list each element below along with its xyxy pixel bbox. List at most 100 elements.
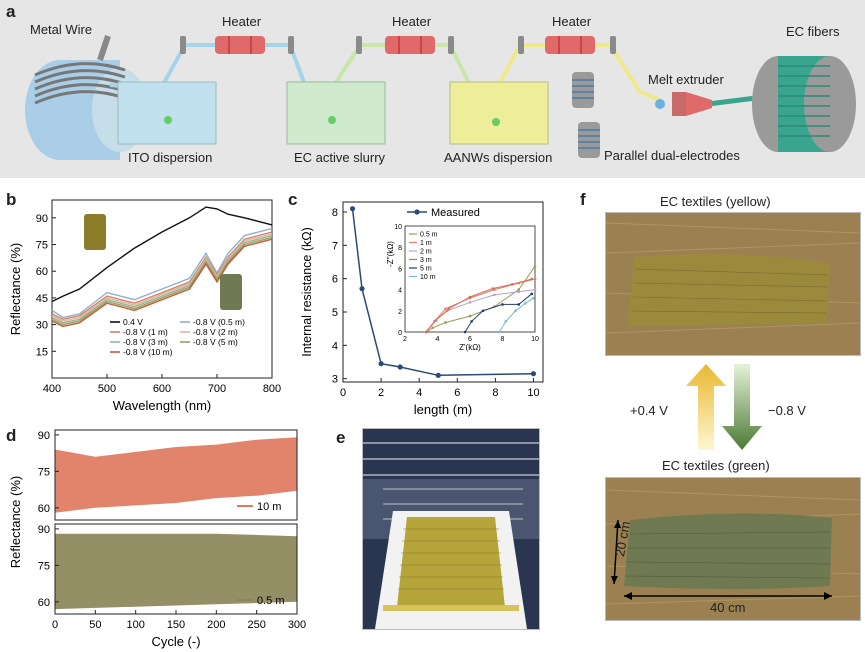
x-tick-label: 10 — [527, 387, 539, 399]
legend-label: -0.8 V (5 m) — [193, 337, 238, 347]
inset-y-tick-label: 2 — [398, 309, 402, 316]
inset-data-point — [447, 307, 451, 310]
textile-yellow — [628, 254, 830, 325]
inset-data-point — [533, 277, 537, 281]
inset-data-point — [532, 296, 535, 300]
series-line — [51, 236, 273, 326]
inset-data-point — [523, 302, 527, 305]
inset-x-tick-label: 10 — [531, 336, 539, 343]
y-tick-label: 30 — [36, 320, 48, 332]
x-axis-label: Wavelength (nm) — [113, 398, 212, 413]
inset-legend-label: 1 m — [420, 240, 432, 247]
inset-data-point — [468, 301, 472, 304]
series-line — [351, 208, 534, 377]
label-aanws: AANWs dispersion — [444, 150, 553, 165]
panel-d-chart: 60 75 90 10 m 60 75 90 0.5 m 0 50 100 150 200 250 300 C… — [8, 429, 306, 649]
inset-y-tick-label: 4 — [398, 288, 402, 295]
label-melt-extruder: Melt extruder — [648, 72, 724, 87]
inset-data-point — [533, 264, 537, 268]
y-axis-label: Internal resistance (kΩ) — [300, 227, 314, 357]
panel-b-chart: 400 500 600 700 800 15 30 45 60 75 90 Wavelength (n… — [8, 199, 281, 413]
x-tick-label: 150 — [167, 619, 185, 631]
inset-data-point — [510, 283, 514, 286]
legend-label: -0.8 V (3 m) — [123, 337, 168, 347]
inset-data-point — [434, 319, 438, 322]
inset-data-point — [468, 314, 472, 318]
inset-data-point — [517, 303, 521, 306]
label-ito: ITO dispersion — [128, 150, 213, 165]
x-tick-label: 2 — [378, 387, 384, 399]
inset-data-point — [517, 288, 521, 291]
color-switch-arrows — [686, 364, 762, 450]
legend-label: -0.8 V (2 m) — [193, 327, 238, 337]
inset-y-axis-label: -Z''(kΩ) — [386, 241, 395, 267]
label-metal-wire: Metal Wire — [30, 22, 93, 37]
y-tick-label: 6 — [332, 274, 338, 286]
metal-wire-spool — [25, 35, 148, 160]
y-tick-label: 60 — [38, 503, 50, 515]
inset-legend-label: 0.5 m — [420, 232, 438, 239]
x-tick-label: 250 — [247, 619, 265, 631]
plot-frame — [54, 429, 298, 521]
inset-data-point — [481, 309, 485, 313]
inset-y-tick-label: 8 — [398, 245, 402, 252]
inset-legend-label: 3 m — [420, 257, 432, 264]
inset-legend-label: 10 m — [420, 274, 436, 281]
inset-data-point — [468, 295, 472, 299]
x-tick-label: 600 — [153, 383, 171, 395]
series-line — [51, 238, 273, 328]
tank-ito — [117, 81, 217, 145]
panel-label-b: b — [6, 190, 17, 209]
guide-rollers — [180, 36, 616, 54]
x-tick-label: 0 — [340, 387, 346, 399]
x-tick-label: 6 — [454, 387, 460, 399]
tank-aanws — [449, 81, 549, 145]
x-axis-label: Cycle (-) — [151, 634, 200, 649]
y-tick-label: 75 — [38, 560, 50, 572]
panel-label-d: d — [6, 426, 17, 445]
inset-data-point — [431, 326, 434, 330]
x-tick-label: 8 — [492, 387, 498, 399]
y-tick-label: 15 — [36, 346, 48, 358]
inset-legend-label: 2 m — [420, 249, 432, 256]
x-tick-label: 500 — [98, 383, 116, 395]
legend-label: Measured — [431, 207, 480, 219]
parallel-electrodes — [572, 72, 665, 158]
x-tick-label: 200 — [207, 619, 225, 631]
y-tick-label: 60 — [36, 266, 48, 278]
plot-frame — [342, 201, 544, 383]
legend-label: -0.8 V (10 m) — [123, 347, 173, 357]
inset-x-tick-label: 2 — [403, 336, 407, 343]
x-tick-label: 0 — [52, 619, 58, 631]
tank-ec-slurry — [286, 81, 386, 145]
data-point — [435, 372, 441, 378]
arrow-down-green — [722, 364, 762, 450]
inset-data-point — [517, 290, 521, 294]
dim-height-line — [613, 519, 619, 585]
inset-y-tick-label: 0 — [398, 330, 402, 337]
label-ec-slurry: EC active slurry — [294, 150, 386, 165]
data-point — [530, 371, 537, 377]
y-tick-label: 90 — [38, 524, 50, 536]
y-tick-label: 7 — [332, 240, 338, 252]
inset-data-point — [497, 330, 501, 334]
panel-label-c: c — [288, 190, 298, 209]
heater-2 — [385, 36, 435, 54]
data-point — [397, 364, 403, 370]
inset-data-point — [463, 330, 467, 334]
series-line — [51, 233, 273, 322]
heater-1 — [215, 36, 265, 54]
label-heater-2: Heater — [392, 14, 432, 29]
y-tick-label: 90 — [36, 213, 48, 225]
legend-label: -0.8 V (0.5 m) — [193, 317, 245, 327]
inset-spool-photo — [220, 274, 242, 310]
label-ec-fibers: EC fibers — [786, 24, 840, 39]
label-electrodes: Parallel dual-electrodes — [604, 148, 740, 163]
inset-y-tick-label: 6 — [398, 266, 402, 273]
legend-label: -0.8 V (1 m) — [123, 327, 168, 337]
loom-photo — [362, 428, 540, 630]
textile-yellow-photo — [605, 212, 861, 356]
x-tick-label: 4 — [416, 387, 422, 399]
label-heater-3: Heater — [552, 14, 592, 29]
